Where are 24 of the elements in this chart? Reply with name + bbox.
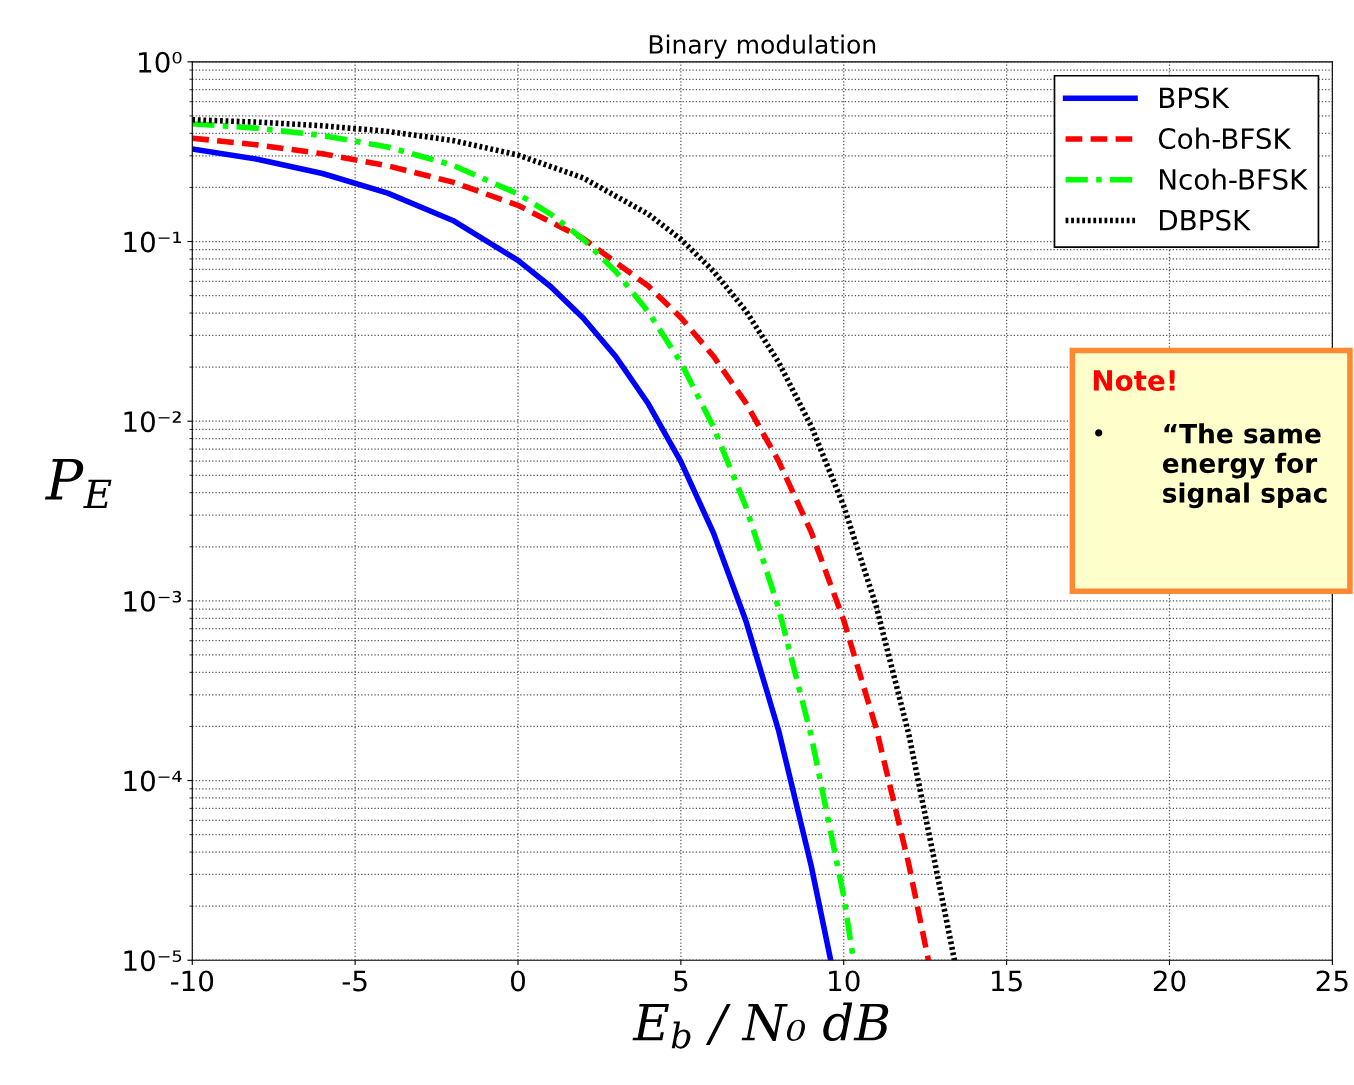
y-tick-label: 10⁻⁵ (124, 950, 182, 972)
y-tick-label: 10⁻³ (124, 590, 182, 612)
legend-label: BPSK (1159, 87, 1230, 109)
x-tick-label: 15 (991, 970, 1022, 992)
chart-title: Binary modulation (649, 34, 876, 59)
annotation: “The same energy for signal spac (1162, 423, 1327, 509)
x-tick-label: 5 (674, 970, 688, 992)
y-tick-label: 10⁻¹ (124, 231, 182, 253)
x-tick-label: -10 (170, 970, 214, 992)
x-axis-title: E$_{b}$ / N₀ dB (632, 1002, 889, 1049)
y-tick-label: 10⁻² (124, 411, 181, 433)
y-tick-label: 10⁰ (139, 51, 182, 73)
y-tick-label: 10⁻⁴ (124, 770, 182, 792)
x-tick-label: 25 (1316, 970, 1348, 992)
y-axis-title: P$_{E}$ (45, 458, 112, 509)
legend-label: Coh-BFSK (1158, 127, 1292, 150)
x-tick-label: -5 (342, 970, 367, 992)
x-tick-label: 10 (829, 970, 860, 992)
annotation: • (1095, 429, 1103, 437)
x-tick-label: 20 (1153, 970, 1186, 992)
annotation: Note! (1093, 370, 1175, 391)
x-tick-label: 0 (511, 970, 525, 992)
legend-label: Ncoh-BFSK (1159, 168, 1308, 190)
legend-label: DBPSK (1159, 209, 1251, 231)
